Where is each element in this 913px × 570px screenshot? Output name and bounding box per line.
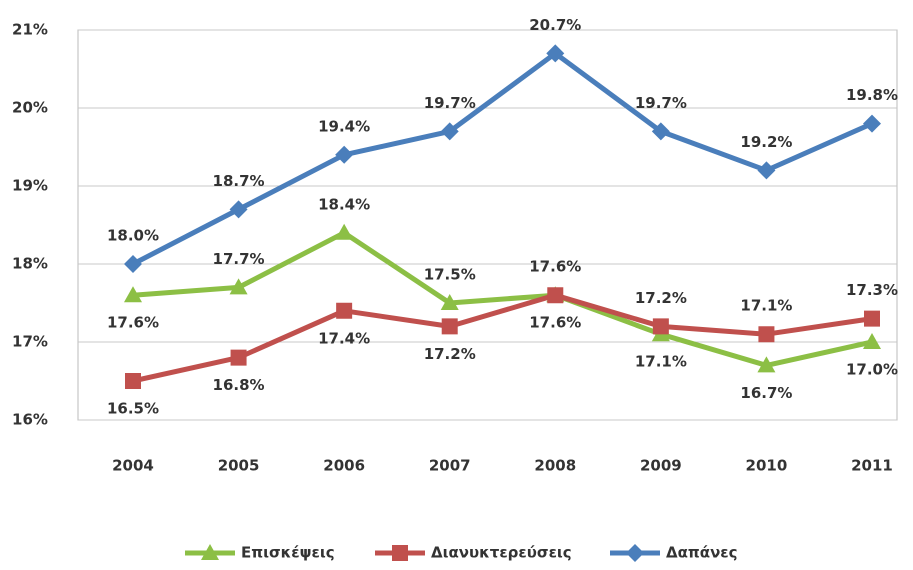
data-point	[757, 356, 776, 373]
data-label: 18.7%	[213, 172, 265, 190]
data-point	[546, 44, 565, 63]
legend-marker	[626, 544, 644, 562]
data-point	[229, 278, 248, 295]
series-line	[132, 292, 873, 384]
legend-marker	[392, 545, 408, 561]
legend-marker	[201, 544, 219, 560]
data-point	[757, 161, 776, 180]
data-label: 17.6%	[529, 314, 581, 332]
data-point	[651, 122, 670, 141]
data-point	[124, 286, 142, 303]
data-label: 16.8%	[213, 376, 265, 394]
data-label: 17.2%	[424, 345, 476, 363]
x-tick-label: 2007	[429, 457, 471, 475]
data-label: 17.7%	[213, 250, 265, 268]
y-tick-label: 18%	[12, 255, 48, 273]
data-point	[547, 287, 564, 304]
y-tick-label: 19%	[12, 177, 48, 195]
data-label: 17.1%	[635, 353, 687, 371]
data-label: 16.5%	[107, 400, 159, 418]
data-point	[652, 318, 669, 335]
x-tick-label: 2009	[640, 457, 682, 475]
x-tick-label: 2010	[746, 457, 788, 475]
data-label: 17.6%	[107, 314, 159, 332]
data-label: 16.7%	[740, 384, 792, 402]
y-tick-label: 21%	[12, 21, 48, 39]
data-label: 18.4%	[318, 195, 370, 213]
y-tick-label: 20%	[12, 99, 48, 117]
data-label: 17.6%	[529, 258, 581, 276]
data-point	[758, 326, 775, 343]
data-point	[124, 255, 142, 273]
data-point	[229, 200, 248, 219]
data-point	[441, 318, 458, 335]
data-point	[335, 145, 354, 164]
x-tick-label: 2008	[534, 457, 576, 475]
series-line	[131, 50, 874, 267]
data-label: 17.3%	[846, 281, 898, 299]
x-tick-label: 2006	[323, 457, 365, 475]
data-point	[864, 310, 880, 327]
x-tick-label: 2011	[851, 457, 893, 475]
data-label: 17.5%	[424, 266, 476, 284]
data-label: 18.0%	[107, 227, 159, 245]
data-point	[335, 223, 354, 240]
data-point	[230, 349, 247, 366]
legend-label: Επισκέψεις	[241, 544, 335, 562]
x-tick-label: 2005	[218, 457, 260, 475]
data-label: 19.7%	[424, 94, 476, 112]
series-line	[132, 230, 873, 368]
legend-label: Διανυκτερεύσεις	[431, 544, 572, 562]
y-tick-label: 17%	[12, 333, 48, 351]
data-label: 19.2%	[740, 133, 792, 151]
y-tick-label: 16%	[12, 411, 48, 429]
data-point	[863, 114, 881, 133]
data-label: 19.8%	[846, 86, 898, 104]
legend-label: Δαπάνες	[666, 544, 738, 562]
data-label: 17.1%	[740, 297, 792, 315]
data-label: 17.4%	[318, 329, 370, 347]
data-label: 17.2%	[635, 289, 687, 307]
x-tick-label: 2004	[112, 457, 154, 475]
data-label: 20.7%	[529, 16, 581, 34]
data-label: 19.7%	[635, 94, 687, 112]
data-label: 19.4%	[318, 117, 370, 135]
data-point	[440, 122, 459, 141]
data-label: 17.0%	[846, 361, 898, 379]
data-point	[336, 302, 353, 319]
data-point	[440, 294, 459, 310]
data-point	[125, 373, 141, 389]
data-point	[863, 333, 881, 349]
